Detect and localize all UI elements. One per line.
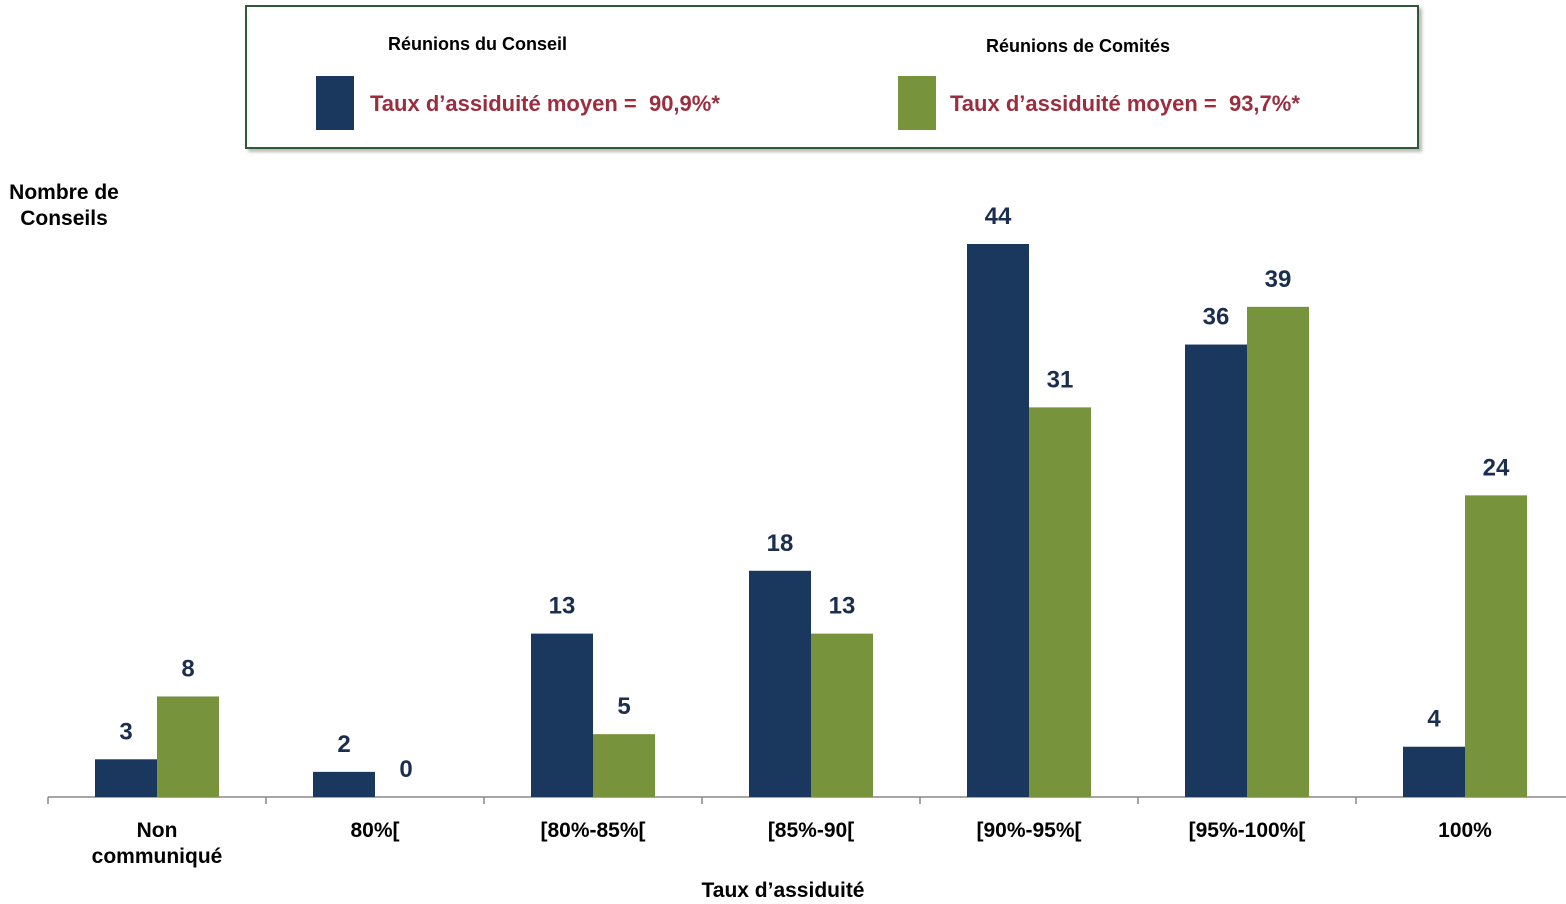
legend-title: Réunions du Conseil [388,34,568,54]
data-label: 39 [1265,266,1292,293]
data-label: 0 [399,756,412,783]
data-label: 8 [181,655,194,682]
data-label: 13 [829,593,856,620]
data-label: 3 [119,718,132,745]
x-tick-label: [95%-100%[ [1188,819,1306,842]
data-label: 24 [1483,454,1510,481]
x-tick-label: [90%-95%[ [976,819,1082,842]
data-label: 5 [617,693,630,720]
bar [593,734,655,797]
bar [1247,306,1309,797]
data-label: 13 [549,593,576,620]
bar [157,696,219,797]
bar [1029,407,1091,797]
bar [531,633,593,797]
bar [811,633,873,797]
bar [749,570,811,797]
data-label: 31 [1047,366,1074,393]
data-label: 44 [985,203,1012,230]
x-tick-label: 80%[ [350,819,400,842]
bar [1465,495,1527,797]
data-label: 2 [337,731,350,758]
bar [95,759,157,797]
x-axis-label: Taux d’assiduité [701,879,865,902]
data-label: 4 [1427,706,1441,733]
x-tick-label: 100% [1438,819,1492,842]
data-label: 36 [1203,304,1230,331]
legend-note: Taux d’assiduité moyen = 90,9%* [370,91,720,116]
legend-swatch [898,76,936,130]
legend-note: Taux d’assiduité moyen = 93,7%* [950,91,1300,116]
bar [313,771,375,797]
x-tick-label: Non communiqué [91,819,223,868]
legend [245,5,1419,149]
data-label: 18 [767,530,794,557]
bar [1185,344,1247,797]
bar [967,244,1029,797]
x-tick-label: [80%-85%[ [540,819,646,842]
bar [1403,746,1465,797]
legend-swatch [316,76,354,130]
y-axis-label: Nombre de Conseils [9,181,119,230]
legend-title: Réunions de Comités [986,36,1171,56]
x-tick-label: [85%-90[ [767,819,855,842]
